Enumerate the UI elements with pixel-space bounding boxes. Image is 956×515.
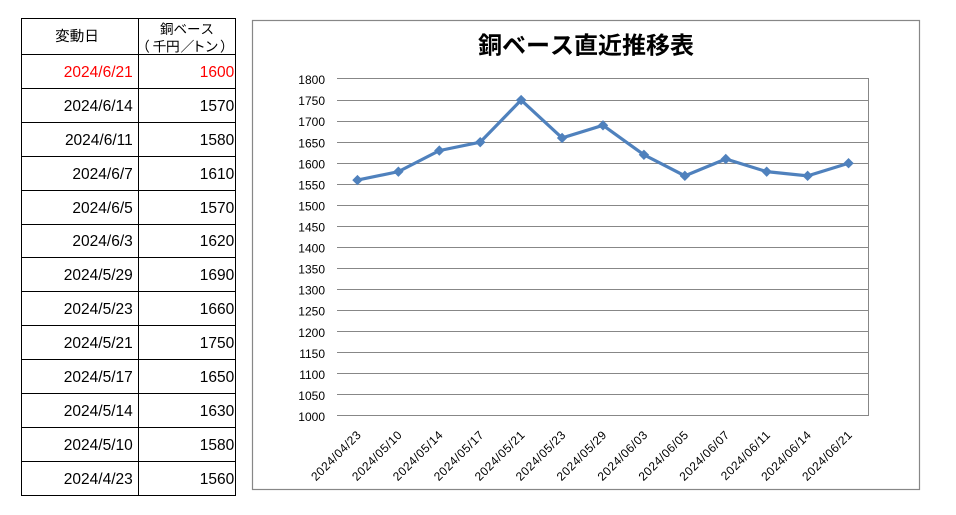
svg-text:1800: 1800: [298, 73, 325, 87]
svg-text:1750: 1750: [298, 94, 325, 108]
svg-text:1250: 1250: [298, 305, 325, 319]
svg-text:1450: 1450: [298, 220, 325, 234]
svg-text:1150: 1150: [299, 347, 325, 361]
svg-text:1300: 1300: [298, 284, 325, 298]
svg-text:1550: 1550: [298, 178, 325, 192]
svg-text:1700: 1700: [298, 115, 325, 129]
svg-text:1600: 1600: [298, 157, 325, 171]
svg-text:1200: 1200: [298, 326, 325, 340]
svg-text:1000: 1000: [298, 410, 325, 424]
svg-text:1350: 1350: [298, 263, 325, 277]
svg-text:1100: 1100: [299, 368, 325, 382]
svg-text:1050: 1050: [298, 389, 325, 403]
svg-text:1650: 1650: [298, 136, 325, 150]
svg-text:1400: 1400: [298, 242, 325, 256]
svg-text:1500: 1500: [298, 199, 325, 213]
